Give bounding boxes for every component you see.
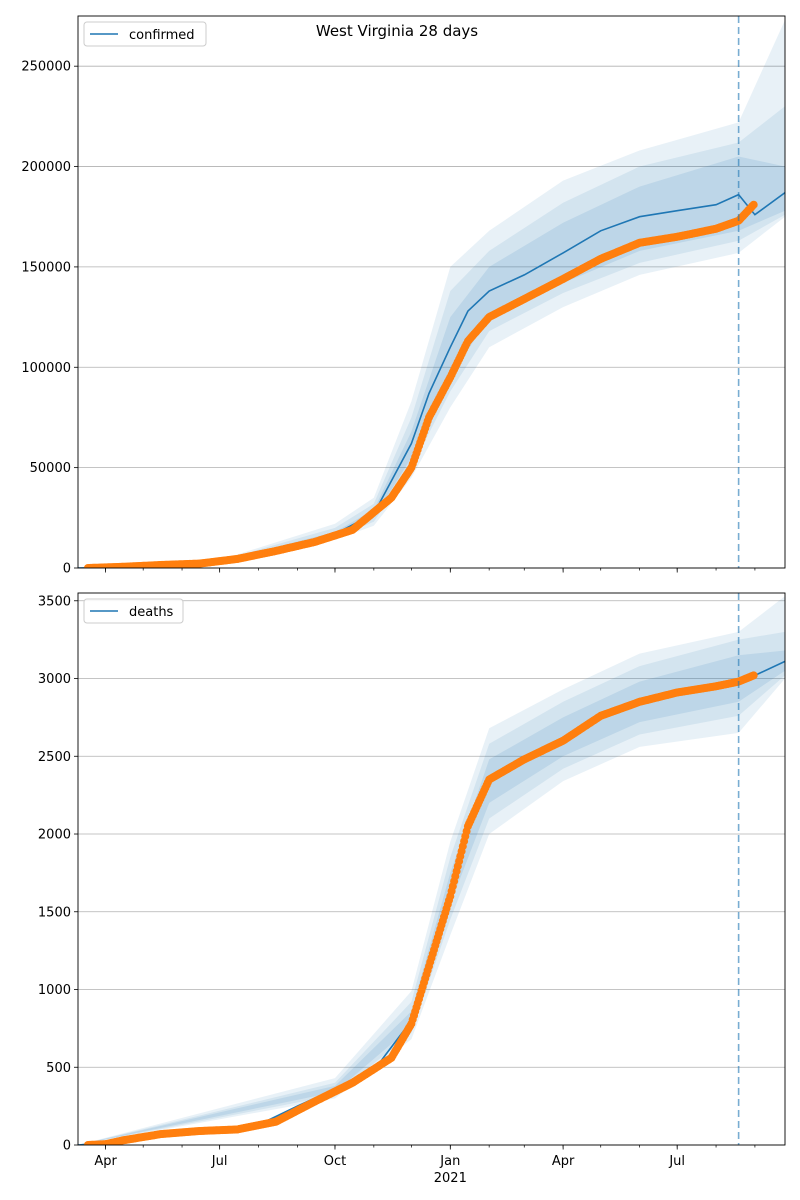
x-tick-label: Apr <box>94 1154 117 1169</box>
band-50-band <box>78 650 785 1145</box>
y-tick-label: 2500 <box>38 750 71 765</box>
confirmed-chart: 0 50000 100000 150000 200000 250000 confirmed <box>21 15 786 577</box>
y-tick-label: 3500 <box>38 594 71 609</box>
deaths-chart: 0 500 1000 1500 2000 2500 3000 3500 Apr Jul Oct Jan… <box>38 592 786 1186</box>
plot-area <box>78 596 785 1145</box>
x-year-label: 2021 <box>434 1171 467 1186</box>
legend-box <box>83 21 207 47</box>
y-tick-label: 250000 <box>21 60 71 75</box>
legend-label: confirmed <box>129 28 195 43</box>
band-95-band <box>78 596 785 1145</box>
x-tick-label: Jan <box>439 1154 460 1169</box>
observed-point <box>749 200 758 209</box>
y-tick-label: 500 <box>46 1061 71 1076</box>
y-tick-label: 200000 <box>21 160 71 175</box>
figure-title: West Virginia 28 days <box>316 22 478 40</box>
y-tick-label: 3000 <box>38 672 71 687</box>
y-tick-label: 50000 <box>30 461 71 476</box>
x-tick-label: Jul <box>668 1154 685 1169</box>
observed-point <box>749 671 758 680</box>
y-tick-label: 150000 <box>21 260 71 275</box>
legend-label: deaths <box>129 605 174 620</box>
y-tick-label: 0 <box>63 562 71 577</box>
y-tick-label: 1500 <box>38 905 71 920</box>
legend-box <box>83 598 184 624</box>
plot-area <box>78 20 785 568</box>
y-tick-label: 100000 <box>21 361 71 376</box>
x-tick-label: Oct <box>324 1154 346 1169</box>
axes-frame <box>77 592 786 1146</box>
axes-frame <box>77 15 786 569</box>
y-tick-label: 2000 <box>38 828 71 843</box>
band-95-band <box>78 20 785 568</box>
y-tick-label: 1000 <box>38 983 71 998</box>
band-80-band <box>78 106 785 568</box>
y-tick-label: 0 <box>63 1139 71 1154</box>
legend: deaths <box>83 598 184 624</box>
legend: confirmed <box>83 21 207 47</box>
x-tick-label: Apr <box>552 1154 575 1169</box>
x-tick-label: Jul <box>211 1154 228 1169</box>
